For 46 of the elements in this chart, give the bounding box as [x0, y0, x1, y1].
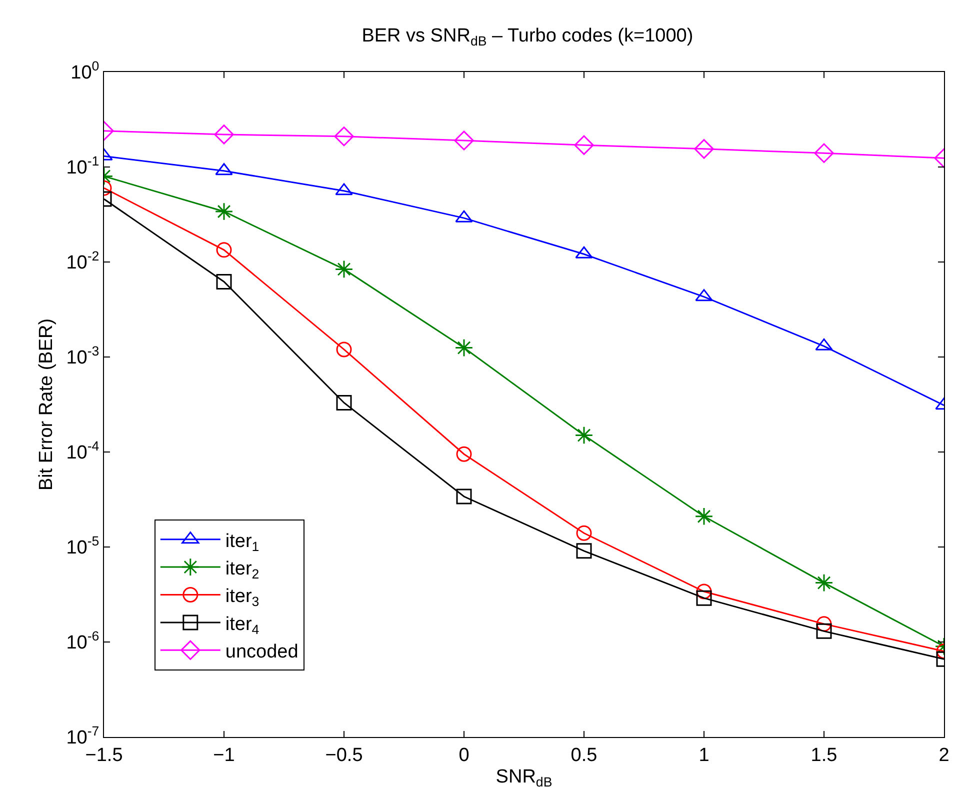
legend-label: iter$_{3}$ — [225, 586, 260, 610]
y-tick-label: 10$^{-4}$ — [66, 438, 100, 464]
y-tick-label: 10$^{0}$ — [70, 58, 100, 84]
legend-label: iter$_{1}$ — [225, 530, 260, 554]
point — [214, 124, 234, 144]
point — [576, 525, 592, 541]
point — [334, 126, 354, 146]
point — [814, 574, 834, 592]
point — [454, 338, 474, 357]
x-tick-label: 0 — [458, 744, 470, 766]
point — [696, 584, 712, 600]
point — [816, 616, 832, 632]
point — [214, 202, 234, 221]
point — [574, 135, 594, 155]
point — [216, 242, 232, 258]
point — [216, 274, 232, 290]
y-axis-title: Bit Error Rate (BER) — [36, 318, 58, 491]
y-tick-label: 10$^{-6}$ — [66, 628, 100, 654]
x-tick-label: 1 — [698, 744, 710, 766]
point — [696, 590, 712, 606]
point — [334, 260, 354, 278]
legend-label: uncoded — [225, 642, 298, 663]
point — [336, 342, 352, 358]
point — [574, 426, 594, 444]
point — [336, 394, 352, 410]
point — [576, 543, 592, 559]
x-tick-label: 1.5 — [810, 744, 838, 766]
y-tick-label: 10$^{-2}$ — [66, 248, 100, 274]
point — [814, 143, 834, 163]
legend-label: iter$_{2}$ — [225, 558, 260, 582]
legend-label: iter$_{4}$ — [225, 614, 260, 637]
point — [694, 139, 714, 159]
chart-title: BER vs SNR$_{dB}$ – Turbo codes (k=1000) — [362, 26, 694, 49]
x-tick-label: −1 — [213, 744, 235, 766]
x-tick-label: 0.5 — [570, 744, 598, 766]
y-tick-label: 10$^{-1}$ — [66, 154, 100, 179]
x-tick-label: 2 — [938, 744, 950, 766]
point — [694, 507, 714, 526]
point — [456, 488, 472, 504]
point — [816, 623, 832, 639]
y-tick-label: 10$^{-5}$ — [66, 534, 100, 559]
x-axis-title: SNR$_{dB}$ — [496, 766, 552, 790]
x-tick-label: −0.5 — [325, 744, 363, 766]
point — [454, 130, 474, 150]
y-tick-label: 10$^{-3}$ — [66, 344, 100, 369]
point — [456, 446, 472, 462]
